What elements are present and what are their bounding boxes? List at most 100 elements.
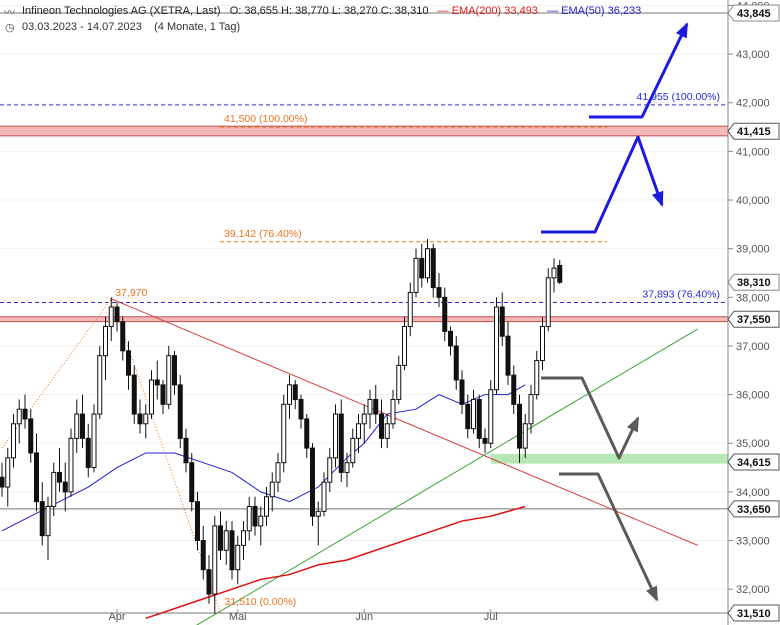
candle bbox=[218, 511, 223, 560]
candle bbox=[34, 433, 39, 512]
candle-body bbox=[327, 457, 333, 483]
candle bbox=[499, 292, 505, 346]
badge-box bbox=[727, 500, 780, 518]
instrument-title: Infineon Technologies AG (XETRA, Last) bbox=[22, 5, 221, 17]
ema200-legend: — EMA(200) 33,493 bbox=[437, 5, 538, 17]
arrow-head bbox=[646, 585, 658, 602]
candle-body bbox=[442, 296, 448, 332]
candle-body bbox=[212, 525, 218, 595]
candle-body bbox=[517, 403, 522, 449]
candle-body bbox=[488, 389, 494, 444]
candle-body bbox=[85, 437, 91, 469]
candle bbox=[396, 355, 402, 405]
y-tick-label: 32,000 bbox=[736, 584, 770, 596]
candle bbox=[39, 482, 45, 546]
candle bbox=[361, 404, 367, 444]
candle-body bbox=[246, 505, 252, 532]
candle-body bbox=[494, 306, 499, 391]
candle bbox=[166, 345, 172, 410]
candle-body bbox=[28, 418, 34, 454]
candle bbox=[269, 472, 275, 512]
y-tick-label: 33,000 bbox=[736, 536, 770, 548]
candle-body bbox=[22, 408, 28, 420]
trendline-up bbox=[195, 328, 699, 625]
candle bbox=[494, 297, 499, 395]
candle-body bbox=[74, 413, 80, 439]
candle-body bbox=[379, 413, 384, 439]
candle-body bbox=[206, 569, 212, 595]
candle-body bbox=[476, 398, 482, 439]
badge-label: 43,845 bbox=[737, 8, 771, 20]
candle bbox=[229, 521, 235, 580]
candle bbox=[528, 384, 534, 434]
candle bbox=[200, 525, 206, 580]
scenario-arrow bbox=[541, 376, 640, 460]
fib-label: 41,955 (100.00%) bbox=[637, 91, 720, 103]
candle-body bbox=[402, 325, 407, 366]
ema50-label: EMA(50) bbox=[561, 5, 605, 17]
candle bbox=[350, 428, 356, 468]
arrow-head bbox=[675, 22, 688, 39]
candle bbox=[442, 287, 448, 342]
candle-body bbox=[103, 325, 108, 357]
candle bbox=[373, 384, 379, 424]
y-tick-label: 34,000 bbox=[736, 487, 770, 499]
candle-body bbox=[200, 540, 206, 571]
candle bbox=[16, 399, 22, 444]
candle-body bbox=[453, 345, 459, 381]
candle-body bbox=[373, 398, 379, 415]
badge-box bbox=[727, 604, 780, 622]
candle-body bbox=[91, 413, 97, 469]
candle bbox=[511, 365, 517, 415]
candle bbox=[160, 380, 166, 415]
candle-body bbox=[57, 471, 62, 483]
badge-label: 37,550 bbox=[737, 314, 771, 326]
candle bbox=[321, 472, 327, 517]
badge-label: 38,310 bbox=[737, 277, 771, 289]
candle-body bbox=[540, 325, 545, 362]
point-label: 37,970 bbox=[115, 287, 147, 299]
candle bbox=[471, 389, 476, 434]
fibonacci-levels: 41,500 (100.00%) 39,142 (76.40%) 41,955 (1… bbox=[0, 91, 728, 304]
candle-body bbox=[223, 530, 229, 551]
price-badge: 41,415 bbox=[727, 122, 780, 140]
candle bbox=[367, 389, 373, 429]
candle-body bbox=[172, 355, 177, 386]
candle bbox=[287, 375, 292, 419]
candle-body bbox=[390, 398, 396, 425]
candle bbox=[189, 452, 195, 512]
candle-body bbox=[448, 330, 453, 347]
candle bbox=[195, 491, 200, 551]
y-tick-label: 38,000 bbox=[736, 292, 770, 304]
candle bbox=[315, 501, 321, 546]
price-badge: 34,615 bbox=[727, 453, 780, 471]
candle-body bbox=[407, 291, 413, 327]
candle bbox=[448, 326, 453, 356]
y-tick-label: 40,000 bbox=[736, 195, 770, 207]
badge-box bbox=[727, 122, 780, 140]
candle-body bbox=[39, 501, 45, 537]
chart-wave-icon: 〰 bbox=[4, 7, 15, 19]
candle-body bbox=[534, 360, 540, 396]
badge-label: 41,415 bbox=[737, 126, 771, 138]
date-range-text: 03.03.2023 - 14.07.2023 bbox=[22, 21, 142, 33]
candle bbox=[172, 350, 177, 395]
scenario-arrows bbox=[541, 22, 689, 602]
badge-label: 33,650 bbox=[737, 504, 771, 516]
candle bbox=[120, 316, 126, 361]
candle-body bbox=[528, 394, 534, 425]
candle bbox=[108, 297, 114, 342]
candle-body bbox=[304, 418, 310, 449]
candle bbox=[275, 452, 281, 492]
candle-body bbox=[269, 481, 275, 498]
candle-body bbox=[97, 355, 103, 415]
candle-body bbox=[235, 544, 241, 571]
candle-body bbox=[522, 423, 528, 449]
candle bbox=[407, 282, 413, 337]
point-labels: 37,970 31,510 (0.00%) bbox=[115, 287, 296, 608]
ema200-label: EMA(200) bbox=[451, 5, 502, 17]
candle bbox=[310, 443, 315, 526]
candle-body bbox=[0, 476, 5, 488]
candle bbox=[97, 345, 103, 419]
